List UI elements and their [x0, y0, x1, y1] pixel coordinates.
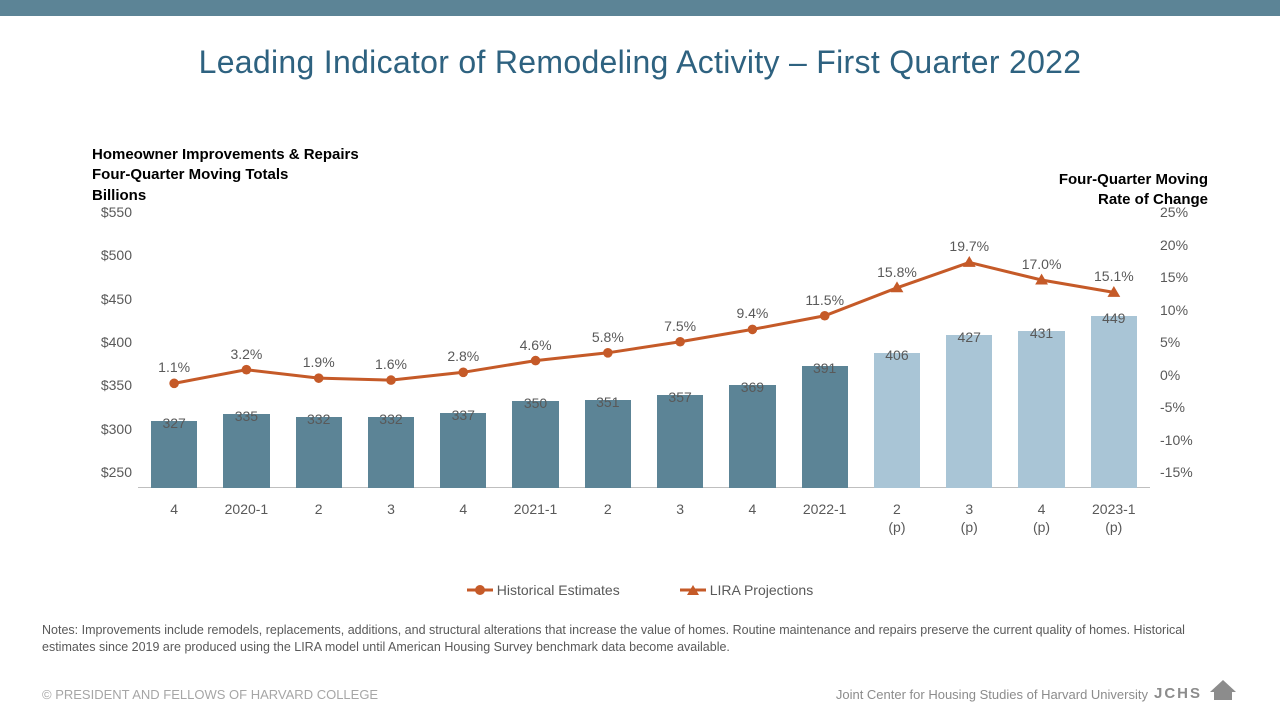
x-tick-label: 2020-1	[210, 501, 282, 536]
plot-area: 3273353323323373503513573693914064274314…	[138, 228, 1150, 488]
x-tick-label: 4	[716, 501, 788, 536]
line-value-label: 2.8%	[447, 348, 479, 364]
legend-projections-label: LIRA Projections	[710, 582, 814, 598]
line-overlay	[138, 228, 1150, 488]
line-value-label: 4.6%	[520, 337, 552, 353]
line-value-label: 17.0%	[1022, 256, 1062, 272]
line-value-label: 1.9%	[303, 354, 335, 370]
footer-org: Joint Center for Housing Studies of Harv…	[836, 687, 1148, 702]
y-right-ticks: -15%-10%-5%0%5%10%15%20%25%	[1150, 228, 1198, 488]
x-tick-label: 3 (p)	[933, 501, 1005, 536]
chart-title: Leading Indicator of Remodeling Activity…	[0, 44, 1280, 81]
x-tick-label: 2	[283, 501, 355, 536]
line-value-label: 1.1%	[158, 359, 190, 375]
chart-area: $250$300$350$400$450$500$550 32733533233…	[90, 228, 1198, 508]
x-tick-label: 2022-1	[789, 501, 861, 536]
x-tick-label: 3	[644, 501, 716, 536]
footer-logo-text: JCHS	[1154, 685, 1202, 702]
top-accent-bar	[0, 0, 1280, 16]
house-icon	[1208, 678, 1238, 702]
footer: © PRESIDENT AND FELLOWS OF HARVARD COLLE…	[42, 678, 1238, 702]
left-axis-title: Homeowner Improvements & RepairsFour-Qua…	[92, 145, 359, 206]
x-tick-label: 4	[427, 501, 499, 536]
legend-historical-label: Historical Estimates	[497, 582, 620, 598]
x-tick-label: 2023-1 (p)	[1078, 501, 1150, 536]
line-value-label: 7.5%	[664, 318, 696, 334]
line-value-label: 5.8%	[592, 329, 624, 345]
line-value-label: 9.4%	[736, 305, 768, 321]
line-value-label: 11.5%	[805, 292, 844, 308]
legend-projections: LIRA Projections	[680, 582, 814, 598]
legend-historical-swatch	[467, 583, 493, 597]
notes-text: Notes: Improvements include remodels, re…	[42, 622, 1238, 656]
x-tick-label: 2 (p)	[861, 501, 933, 536]
x-tick-label: 4	[138, 501, 210, 536]
footer-attribution: Joint Center for Housing Studies of Harv…	[836, 678, 1238, 702]
y-left-ticks: $250$300$350$400$450$500$550	[90, 228, 138, 488]
x-tick-label: 2021-1	[499, 501, 571, 536]
line-value-label: 3.2%	[230, 346, 262, 362]
line-value-label: 15.8%	[877, 264, 917, 280]
line-value-label: 1.6%	[375, 356, 407, 372]
x-tick-label: 4 (p)	[1005, 501, 1077, 536]
footer-copyright: © PRESIDENT AND FELLOWS OF HARVARD COLLE…	[42, 687, 378, 702]
legend-historical: Historical Estimates	[467, 582, 620, 598]
legend-projections-swatch	[680, 583, 706, 597]
line-value-label: 19.7%	[949, 238, 989, 254]
x-tick-label: 2	[572, 501, 644, 536]
legend: Historical Estimates LIRA Projections	[0, 582, 1280, 598]
x-tick-label: 3	[355, 501, 427, 536]
x-ticks: 42020-12342021-12342022-12 (p)3 (p)4 (p)…	[138, 501, 1150, 536]
line-value-label: 15.1%	[1094, 268, 1134, 284]
